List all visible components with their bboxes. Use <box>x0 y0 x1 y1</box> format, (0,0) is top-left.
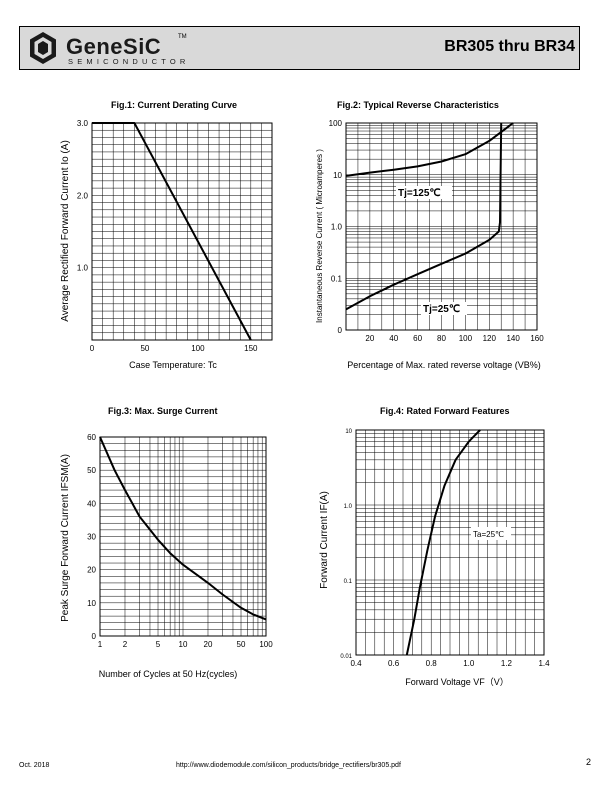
fig4-ytick-label: 10 <box>345 429 352 435</box>
fig3-ytick-label: 60 <box>87 433 96 442</box>
fig3-grid <box>99 436 266 637</box>
fig2-xlabel: Percentage of Max. rated reverse voltage… <box>347 360 541 370</box>
fig4-xlabel: Forward Voltage VF（V） <box>405 677 509 687</box>
fig2-ytick-label: 10 <box>333 171 342 180</box>
fig1-xtick-label: 150 <box>244 344 258 353</box>
fig3-xtick-label: 20 <box>204 640 213 649</box>
fig4-ytick-label: 1.0 <box>344 504 353 510</box>
fig1-ytick-label: 2.0 <box>77 191 89 200</box>
fig2-title: Fig.2: Typical Reverse Characteristics <box>337 100 499 110</box>
fig3-ytick-label: 40 <box>87 499 96 508</box>
fig2-annotation: Tj=125℃ <box>398 188 441 199</box>
fig3-frame <box>99 436 267 637</box>
fig3-ytick-label: 20 <box>87 566 96 575</box>
fig2-series-line-0 <box>345 122 514 177</box>
fig2-xtick-label: 160 <box>530 334 544 343</box>
fig3-xtick-label: 1 <box>98 640 103 649</box>
fig1-ylabel: Average Rectified Forward Current Io (A) <box>60 140 71 322</box>
fig3-ytick-label: 50 <box>87 466 96 475</box>
fig3-ylabel: Peak Surge Forward Current IFSM(A) <box>60 454 71 622</box>
brand-trademark: TM <box>178 34 187 40</box>
fig2-ytick-label: 0.1 <box>331 274 343 283</box>
fig4-title: Fig.4: Rated Forward Features <box>380 406 510 416</box>
fig4-annotation: Ta=25℃ <box>473 530 504 539</box>
fig2-annotation-bg <box>396 186 452 199</box>
fig2-frame <box>345 122 538 331</box>
fig2-xtick-label: 20 <box>365 334 374 343</box>
fig4-xtick-label: 1.0 <box>463 659 475 668</box>
fig4-grid <box>355 430 545 656</box>
fig2-xtick-label: 80 <box>437 334 446 343</box>
brand-subtitle: SEMICONDUCTOR <box>68 57 190 66</box>
fig3-xlabel: Number of Cycles at 50 Hz(cycles) <box>99 669 238 679</box>
fig2-xtick-label: 100 <box>459 334 473 343</box>
fig1-xtick-label: 0 <box>90 344 95 353</box>
fig1-ytick-label: 1.0 <box>77 264 89 273</box>
fig4-annotation-bg <box>471 527 511 540</box>
fig2-annotation: Tj=25℃ <box>423 304 460 315</box>
fig1-frame <box>91 122 273 341</box>
footer-url[interactable]: http://www.diodemodule.com/silicon_produ… <box>176 762 401 769</box>
fig1-xlabel: Case Temperature: Tc <box>129 360 217 370</box>
genesic-logo: GeneSiC TM SEMICONDUCTOR <box>28 31 198 67</box>
fig3-ytick-label: 0 <box>92 632 97 641</box>
fig3-xtick-label: 2 <box>123 640 128 649</box>
fig3-ytick-label: 10 <box>87 599 96 608</box>
genesic-logo-icon <box>30 32 56 64</box>
fig4-ytick-label: 0.01 <box>340 654 352 660</box>
fig4-chart: 0.4 0.6 0.8 1.0 1.2 1.4 0.01 0.1 1.0 10 Forward Vo… <box>319 429 550 687</box>
fig3-xtick-label: 50 <box>237 640 246 649</box>
fig3-xtick-label: 100 <box>259 640 273 649</box>
fig3-title: Fig.3: Max. Surge Current <box>108 406 218 416</box>
fig2-xtick-label: 40 <box>389 334 398 343</box>
fig2-xtick-label: 60 <box>413 334 422 343</box>
fig1-grid <box>91 122 273 341</box>
fig4-frame <box>355 429 545 656</box>
fig2-ytick-label: 100 <box>329 119 343 128</box>
fig4-xtick-label: 0.8 <box>426 659 438 668</box>
part-title: BR305 thru BR34 <box>444 38 575 55</box>
fig1-series-line-0 <box>92 122 252 341</box>
fig2-chart: 20 40 60 80 100 120 140 160 0 0.1 1.0 10 100 Percenta… <box>315 119 544 370</box>
fig2-xtick-label: 120 <box>483 334 497 343</box>
fig2-annotation-bg <box>421 302 467 315</box>
fig4-xtick-label: 1.4 <box>538 659 550 668</box>
fig2-ylabel: Instantaneous Reverse Current ( Microamp… <box>315 149 324 323</box>
fig3-series-line-0 <box>99 436 267 621</box>
fig3-chart: 1 2 5 10 20 50 100 0 10 20 30 40 50 60 Number of Cycle… <box>60 433 273 679</box>
fig2-grid <box>345 123 538 331</box>
fig4-xtick-label: 0.6 <box>388 659 400 668</box>
page-header: GeneSiC TM SEMICONDUCTOR BR305 thru BR34 <box>19 26 580 70</box>
fig2-xtick-label: 140 <box>506 334 520 343</box>
fig3-xtick-label: 10 <box>179 640 188 649</box>
fig1-title: Fig.1: Current Derating Curve <box>111 100 238 110</box>
fig1-ytick-label: 3.0 <box>77 119 89 128</box>
fig4-xtick-label: 1.2 <box>501 659 513 668</box>
fig3-xtick-label: 5 <box>156 640 161 649</box>
fig4-series-line-0 <box>405 429 481 656</box>
fig4-xtick-label: 0.4 <box>350 659 362 668</box>
fig1-xtick-label: 100 <box>191 344 205 353</box>
fig2-ytick-label: 0 <box>338 326 343 335</box>
fig1-xtick-label: 50 <box>140 344 149 353</box>
fig3-ytick-label: 30 <box>87 533 96 542</box>
page-number: 2 <box>586 757 592 767</box>
fig4-ylabel: Forward Current IF(A) <box>319 491 330 589</box>
footer-date: Oct. 2018 <box>19 762 50 769</box>
fig2-series-line-1 <box>345 122 503 311</box>
fig2-ytick-label: 1.0 <box>331 223 343 232</box>
fig1-chart: 0 50 100 150 1.0 2.0 3.0 Case Temperature: Tc Av… <box>60 119 273 370</box>
brand-name: GeneSiC <box>66 34 162 59</box>
fig4-ytick-label: 0.1 <box>344 579 353 585</box>
